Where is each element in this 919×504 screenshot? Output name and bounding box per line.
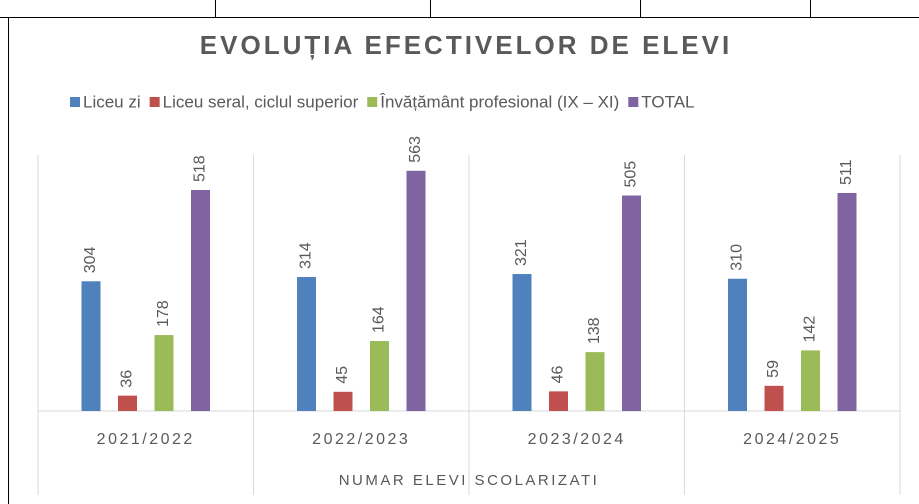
data-label: 310 (729, 244, 746, 271)
data-label: 178 (155, 300, 172, 327)
bar (118, 395, 137, 411)
legend-swatch (367, 97, 378, 107)
bar (406, 170, 426, 411)
legend-label: Liceu seral, ciclul superior (163, 92, 359, 111)
x-tick-label: 2022/2023 (312, 431, 410, 448)
x-tick-label: 2021/2022 (97, 431, 195, 448)
x-axis-title: NUMAR ELEVI SCOLARIZATI (339, 472, 600, 489)
data-label: 142 (802, 316, 819, 343)
data-label: 164 (371, 306, 388, 333)
data-label: 45 (334, 366, 351, 384)
legend-swatch (149, 97, 160, 107)
data-label: 314 (298, 242, 315, 269)
bar (191, 189, 210, 411)
legend-label: TOTAL (641, 92, 694, 111)
legend-swatch (70, 97, 80, 107)
bar (370, 341, 389, 411)
data-label: 563 (407, 136, 424, 163)
legend-swatch (628, 97, 639, 107)
data-label: 304 (82, 246, 99, 273)
bar (297, 277, 316, 411)
x-tick-label: 2023/2024 (528, 431, 626, 448)
bar (549, 391, 568, 411)
bar (585, 352, 605, 411)
bar (728, 278, 747, 411)
bar (81, 281, 101, 411)
data-label: 511 (838, 159, 855, 185)
legend-label: Învățământ profesional (IX – XI) (379, 92, 619, 111)
legend: Liceu zi Liceu seral, ciclul superior Învă… (70, 92, 695, 111)
data-label: 46 (550, 365, 567, 383)
data-label: 59 (765, 360, 782, 378)
data-label: 518 (192, 155, 209, 182)
bar (764, 385, 784, 411)
data-label: 321 (513, 239, 530, 266)
bar (512, 274, 532, 411)
bar (333, 391, 353, 411)
legend-label: Liceu zi (83, 92, 141, 111)
x-tick-label: 2024/2025 (743, 431, 841, 448)
data-label: 505 (623, 161, 640, 188)
bar (801, 350, 820, 411)
chart-title: EVOLUȚIA EFECTIVELOR DE ELEVI (200, 30, 732, 60)
bar (154, 335, 174, 411)
data-label: 36 (119, 370, 136, 388)
data-label: 138 (586, 317, 603, 344)
bar (837, 192, 857, 411)
bar (622, 195, 641, 411)
